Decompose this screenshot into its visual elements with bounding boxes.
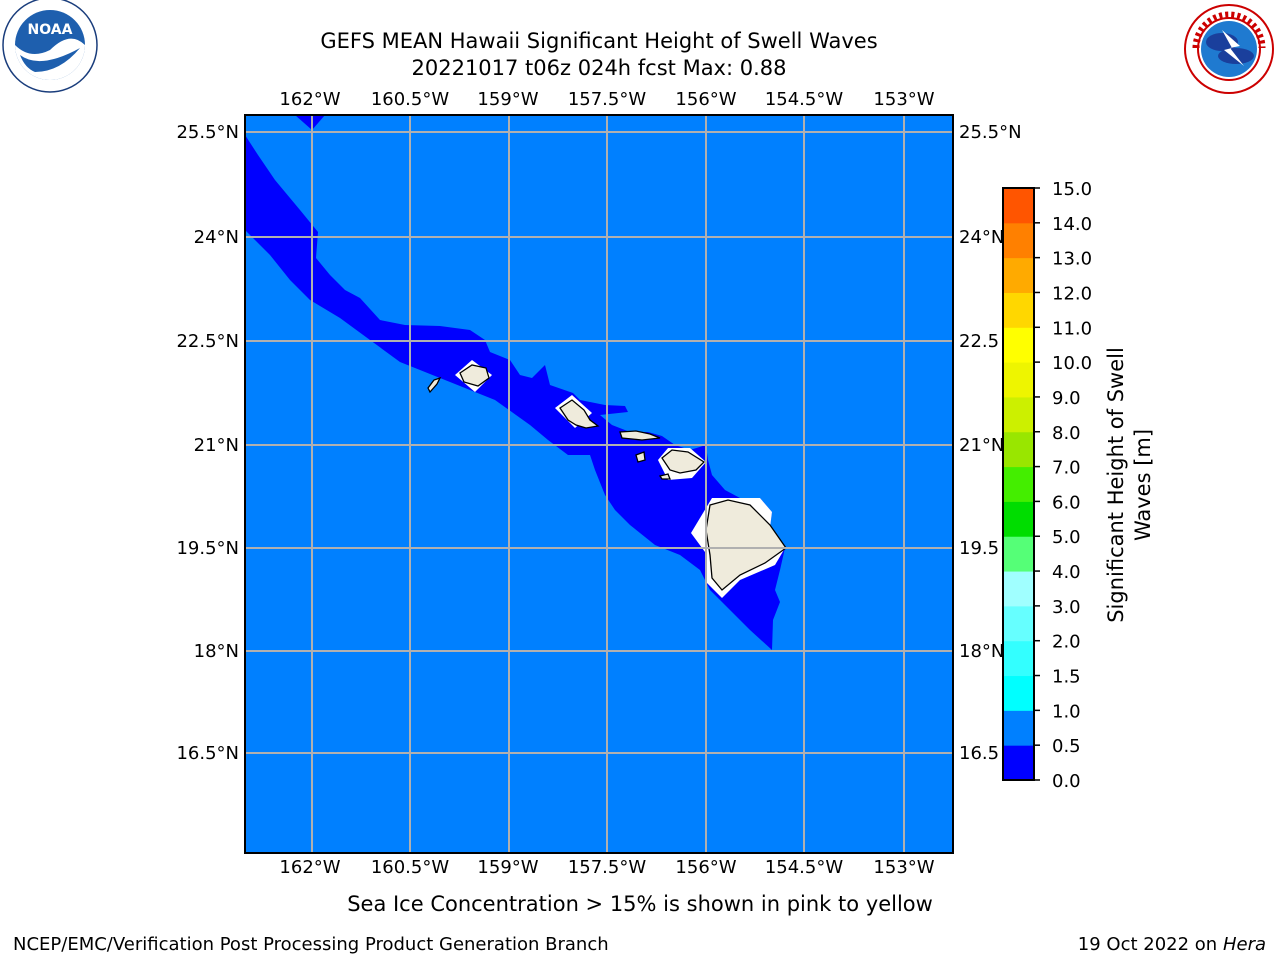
- lat-label: 16.5°N: [176, 743, 239, 764]
- colorbar-segment: [1003, 431, 1034, 468]
- lon-labels-bottom: 162°W 160.5°W 159°W 157.5°W 156°W 154.5°…: [279, 857, 934, 878]
- lat-label: 21°N: [194, 435, 239, 456]
- colorbar-tick-label: 5.0: [1052, 527, 1081, 548]
- colorbar-segment: [1003, 362, 1034, 398]
- lon-label: 162°W: [279, 857, 340, 878]
- colorbar-tick-label: 10.0: [1052, 353, 1092, 374]
- lat-labels-right: 25.5°N 24°N 22.5 21°N 19.5 18°N 16.5: [959, 122, 1022, 764]
- colorbar-segment: [1003, 710, 1034, 746]
- lat-label: 19.5°N: [176, 538, 239, 559]
- sea-ice-caption: Sea Ice Concentration > 15% is shown in …: [347, 892, 933, 916]
- colorbar-label-line2: Waves [m]: [1131, 429, 1155, 541]
- footer-right: 19 Oct 2022 on Hera: [1078, 934, 1266, 955]
- footer-date: 19 Oct 2022 on: [1078, 934, 1223, 955]
- lat-label-right: 21°N: [959, 435, 1004, 456]
- lon-label: 159°W: [477, 857, 538, 878]
- map-frame: [244, 114, 954, 854]
- lon-label: 154.5°W: [765, 857, 844, 878]
- colorbar-segment: [1003, 571, 1034, 607]
- chart-title: GEFS MEAN Hawaii Significant Height of S…: [320, 29, 877, 53]
- colorbar-tick-label: 15.0: [1052, 179, 1092, 200]
- noaa-logo: NOAA: [2, 0, 98, 93]
- colorbar-tick-label: 13.0: [1052, 249, 1092, 270]
- colorbar-tick-label: 12.0: [1052, 283, 1092, 304]
- colorbar-tick-label: 6.0: [1052, 492, 1081, 513]
- footer-host: Hera: [1223, 934, 1266, 955]
- lat-label-right: 22.5: [959, 331, 999, 352]
- lon-label: 156°W: [675, 857, 736, 878]
- lon-label: 156°W: [675, 89, 736, 110]
- island-niihau: [427, 376, 442, 394]
- lat-label-right: 19.5: [959, 538, 999, 559]
- lon-labels-top: 162°W 160.5°W 159°W 157.5°W 156°W 154.5°…: [279, 89, 934, 110]
- island-maui: [661, 449, 706, 474]
- colorbar-tick-label: 8.0: [1052, 423, 1081, 444]
- colorbar-segment: [1003, 222, 1034, 259]
- footer-left: NCEP/EMC/Verification Post Processing Pr…: [13, 934, 609, 955]
- lon-label: 153°W: [873, 857, 934, 878]
- colorbar-tick-label: 1.0: [1052, 701, 1081, 722]
- colorbar-segment: [1003, 327, 1034, 363]
- colorbar-segment: [1003, 675, 1034, 711]
- colorbar-segment: [1003, 536, 1034, 572]
- colorbar-segment: [1003, 257, 1034, 293]
- colorbar-ticks: 0.0 0.5 1.0 1.5 2.0 3.0 4.0 5.0 6.0 7.0 8.0 9.0 10.0…: [1034, 179, 1092, 792]
- lon-label: 154.5°W: [765, 89, 844, 110]
- lat-label: 22.5°N: [176, 331, 239, 352]
- colorbar-label-line1: Significant Height of Swell: [1104, 347, 1128, 623]
- lat-label-right: 25.5°N: [959, 122, 1022, 143]
- colorbar-tick-label: 1.5: [1052, 667, 1081, 688]
- colorbar-tick-label: 0.0: [1052, 771, 1081, 792]
- colorbar: 0.0 0.5 1.0 1.5 2.0 3.0 4.0 5.0 6.0 7.0 8.0 9.0 10.0…: [1002, 179, 1155, 792]
- colorbar-segment: [1003, 466, 1034, 502]
- colorbar-segment: [1003, 745, 1034, 781]
- chart-subtitle: 20221017 t06z 024h fcst Max: 0.88: [412, 56, 787, 80]
- nws-logo: [1184, 4, 1274, 94]
- island-molokai: [619, 430, 661, 441]
- noaa-logo-text: NOAA: [28, 22, 73, 38]
- colorbar-tick-label: 2.0: [1052, 632, 1081, 653]
- colorbar-segment: [1003, 501, 1034, 537]
- lat-label: 18°N: [194, 641, 239, 662]
- lon-label: 157.5°W: [568, 857, 647, 878]
- colorbar-tick-label: 3.0: [1052, 597, 1081, 618]
- colorbar-frame: [1002, 187, 1035, 781]
- colorbar-segment: [1003, 605, 1034, 642]
- map-area: [244, 114, 954, 854]
- colorbar-tick-label: 0.5: [1052, 736, 1081, 757]
- colorbar-segment: [1003, 396, 1034, 433]
- ocean-background: [245, 115, 953, 853]
- lon-label: 162°W: [279, 89, 340, 110]
- lon-label: 157.5°W: [568, 89, 647, 110]
- lat-label: 24°N: [194, 227, 239, 248]
- colorbar-tick-label: 7.0: [1052, 458, 1081, 479]
- gridlines: [245, 115, 953, 853]
- lon-label: 153°W: [873, 89, 934, 110]
- lat-label-right: 18°N: [959, 641, 1004, 662]
- colorbar-tick-label: 11.0: [1052, 318, 1092, 339]
- colorbar-segment: [1003, 188, 1034, 224]
- lat-label: 25.5°N: [176, 122, 239, 143]
- colorbar-tick-label: 4.0: [1052, 562, 1081, 583]
- colorbar-tick-label: 9.0: [1052, 388, 1081, 409]
- lat-label-right: 24°N: [959, 227, 1004, 248]
- island-oahu: [559, 399, 600, 429]
- island-kauai: [459, 364, 490, 387]
- lon-label: 159°W: [477, 89, 538, 110]
- lon-label: 160.5°W: [371, 857, 450, 878]
- island-kahoolawe: [658, 473, 671, 480]
- swell-low-region: [245, 115, 785, 650]
- lat-label-right: 16.5: [959, 743, 999, 764]
- colorbar-tick-label: 14.0: [1052, 214, 1092, 235]
- island-hawaii: [705, 499, 787, 591]
- colorbar-segments: [1003, 188, 1034, 781]
- colorbar-segment: [1003, 640, 1034, 677]
- colorbar-segment: [1003, 292, 1034, 328]
- lat-labels-left: 25.5°N 24°N 22.5°N 21°N 19.5°N 18°N 16.5…: [176, 122, 239, 764]
- island-lanai: [635, 451, 646, 463]
- lon-label: 160.5°W: [371, 89, 450, 110]
- islands: [427, 364, 787, 591]
